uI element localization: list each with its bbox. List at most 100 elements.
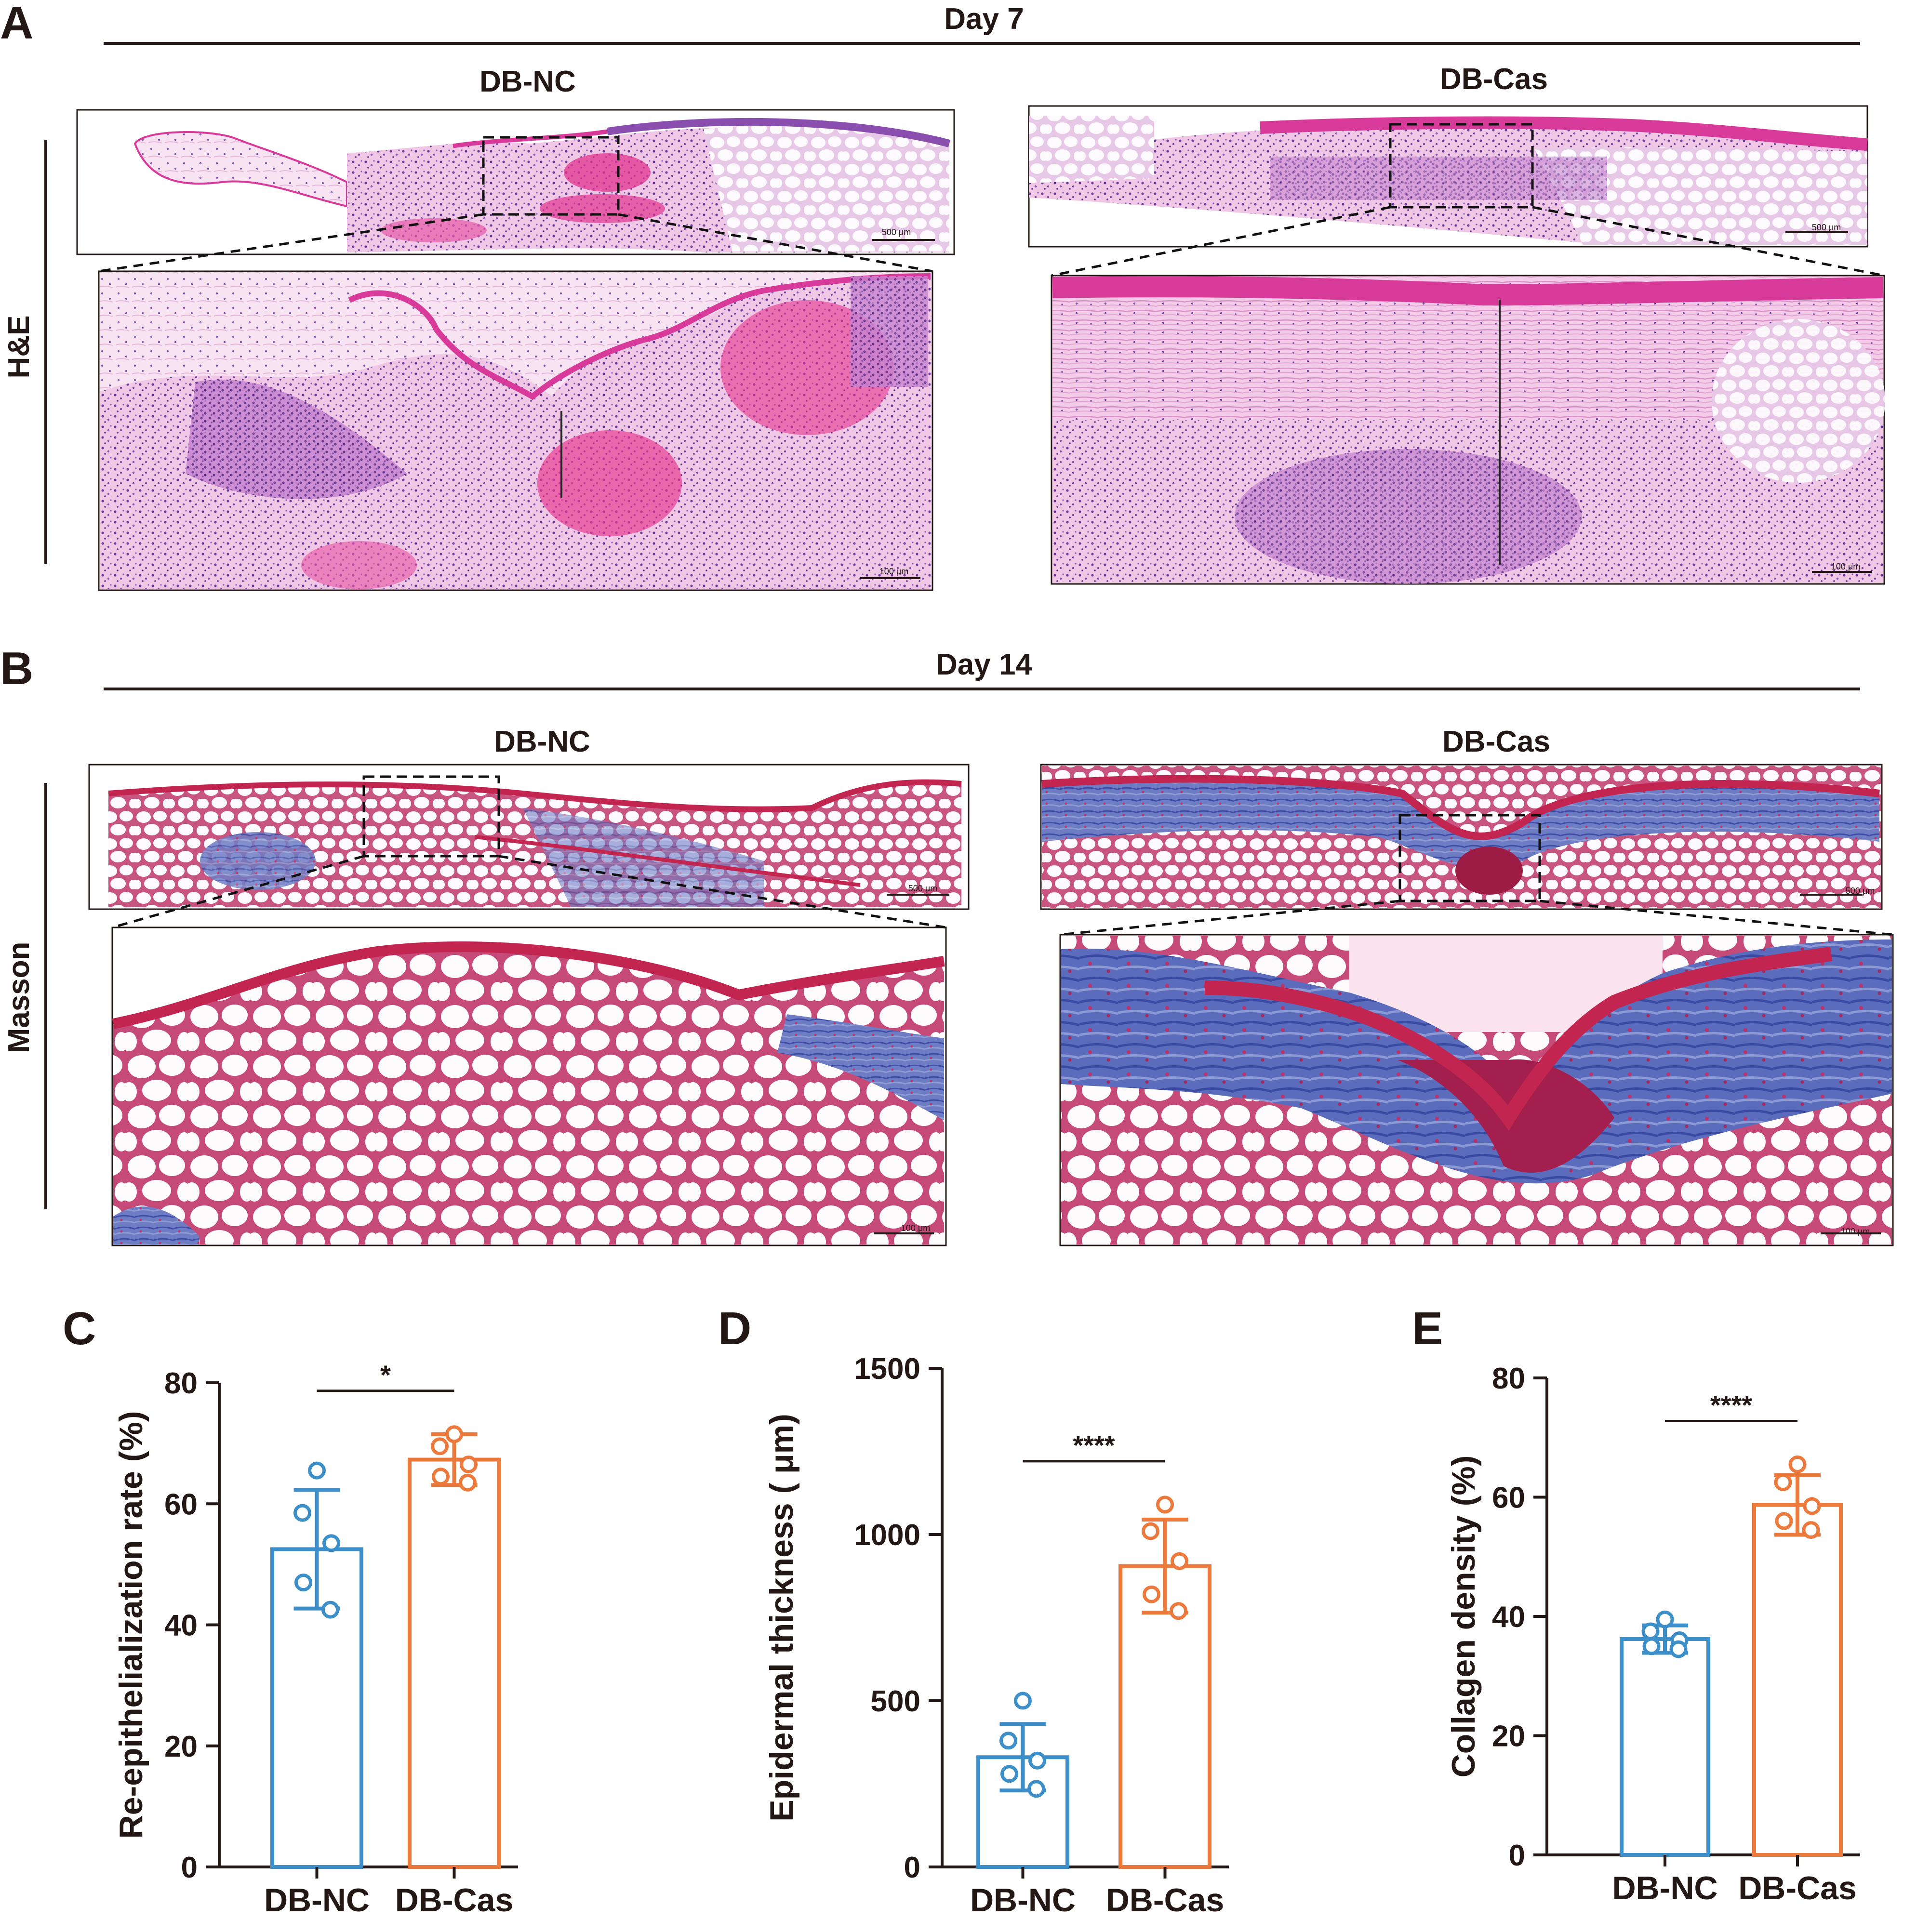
significance-stars: *: [380, 1360, 391, 1390]
data-point: [294, 1574, 312, 1592]
chart-panel-d: D Epidermal thickness ( μm) 0 500 1000 1500 DB…: [718, 1303, 1229, 1919]
data-point: [1803, 1497, 1821, 1515]
data-point: [1014, 1692, 1032, 1710]
zoom-box: [1398, 814, 1541, 902]
tissue: [1052, 276, 1885, 584]
chart-panel-e: E Collagen density (%) 0 20 40 60 80 DB-NC DB-Ca…: [1412, 1303, 1860, 1906]
data-point: [432, 1468, 450, 1486]
zoom-leader-line: [1051, 206, 1391, 277]
he-epidermis: [1260, 116, 1868, 151]
data-point: [1143, 1585, 1160, 1603]
y-tick-label: 80: [164, 1367, 198, 1400]
he-fat: [1029, 116, 1154, 183]
panel-letter: C: [63, 1303, 96, 1354]
data-point: [1656, 1610, 1674, 1628]
data-point: [1788, 1455, 1807, 1473]
masson-epidermis: [112, 941, 945, 1029]
scale-bar-label: 100 μm: [1831, 562, 1860, 571]
tissue: [100, 272, 932, 589]
zoom-box: [362, 775, 500, 858]
y-axis-label: Epidermal thickness ( μm): [763, 1414, 800, 1822]
tissue: [1061, 936, 1892, 1244]
scale-bar-label: 100 μm: [879, 567, 908, 576]
he-fat: [1712, 319, 1885, 483]
data-point: [1642, 1637, 1661, 1655]
data-point: [293, 1504, 311, 1522]
stain-label: H&E: [2, 316, 36, 379]
day-label: Day 14: [936, 648, 1032, 681]
he-fat: [1535, 147, 1867, 245]
x-tick-label: DB-NC: [1612, 1870, 1717, 1906]
data-point: [321, 1601, 339, 1619]
tissue: [108, 779, 962, 907]
chart-panel-c: C Re-epithelialization rate (%) 0 20 40 60 80 D…: [63, 1303, 518, 1919]
he-hemorrhage: [540, 194, 665, 223]
he-hemorrhage: [564, 153, 651, 192]
x-tick-label: DB-NC: [970, 1882, 1076, 1919]
y-tick-label: 1000: [854, 1519, 920, 1552]
he-hemorrhage: [537, 430, 682, 536]
masson-collagen: [777, 1014, 944, 1120]
masson-epidermis: [1204, 947, 1832, 1131]
tissue: [133, 118, 951, 252]
x-tick-label: DB-NC: [264, 1882, 370, 1919]
y-tick-label: 0: [181, 1851, 198, 1884]
zoom-leader-line: [1532, 206, 1885, 277]
significance-stars: ****: [1073, 1430, 1115, 1460]
x-tick-label: DB-Cas: [1738, 1870, 1857, 1906]
he-epidermis: [1052, 276, 1884, 306]
y-axis-label: Re-epithelialization rate (%): [113, 1411, 149, 1839]
tissue: [1029, 116, 1868, 245]
y-tick-label: 1500: [854, 1352, 920, 1386]
scale-bar-label: 500 μm: [908, 884, 937, 893]
masson-epidermis: [108, 779, 962, 812]
data-point: [1171, 1552, 1188, 1570]
y-tick-label: 20: [1492, 1720, 1525, 1753]
he-granulation: [186, 379, 407, 499]
masson-collagen: [1042, 779, 1879, 870]
he-hemorrhage: [301, 541, 417, 589]
stain-label: Masson: [2, 942, 36, 1053]
zoom-box: [482, 136, 620, 216]
he-granulation: [1235, 449, 1582, 584]
zoom-leader-line: [498, 855, 946, 929]
zoom-leader-line: [618, 213, 933, 273]
zoom-leader-line: [1060, 900, 1400, 936]
he-epidermis-edge: [453, 129, 608, 148]
data-point: [1802, 1521, 1820, 1539]
y-tick-label: 60: [1492, 1482, 1525, 1515]
zoom-leader-line: [1539, 900, 1893, 936]
group-title: DB-NC: [479, 65, 576, 98]
he-epidermis: [606, 118, 951, 147]
panel-a: A Day 7 DB-NC DB-Cas H&E 500 μm 100 μm 500 μm 10…: [0, 0, 1885, 591]
data-point: [1027, 1780, 1045, 1798]
x-tick-label: DB-Cas: [395, 1882, 514, 1919]
y-tick-label: 500: [871, 1685, 920, 1718]
scale-bar-label: 500 μm: [1812, 223, 1841, 232]
he-hemorrhage: [381, 218, 487, 242]
y-tick-label: 40: [1492, 1601, 1525, 1634]
he-epidermis: [348, 273, 931, 400]
scale-bar-label: 100 μm: [1841, 1227, 1870, 1236]
group-title: DB-Cas: [1440, 63, 1548, 96]
y-tick-label: 0: [904, 1851, 920, 1884]
panel-letter: A: [0, 0, 33, 49]
data-point: [431, 1437, 449, 1456]
data-point: [460, 1456, 478, 1474]
scale-bar-label: 100 μm: [901, 1223, 930, 1233]
data-point: [999, 1732, 1017, 1750]
scale-bar-label: 500 μm: [1846, 886, 1875, 896]
data-point: [1669, 1640, 1688, 1658]
y-axis-label: Collagen density (%): [1445, 1456, 1482, 1778]
panel-letter: D: [718, 1303, 751, 1354]
masson-epidermis: [1041, 775, 1880, 840]
zoom-leader-line: [112, 855, 364, 929]
y-tick-label: 40: [164, 1609, 198, 1642]
data-point: [1774, 1473, 1792, 1492]
data-point: [1641, 1622, 1660, 1641]
panel-letter: B: [0, 643, 33, 694]
scale-bar-label: 500 μm: [882, 227, 911, 237]
day-label: Day 7: [944, 2, 1024, 36]
masson-collagen: [113, 1206, 199, 1244]
